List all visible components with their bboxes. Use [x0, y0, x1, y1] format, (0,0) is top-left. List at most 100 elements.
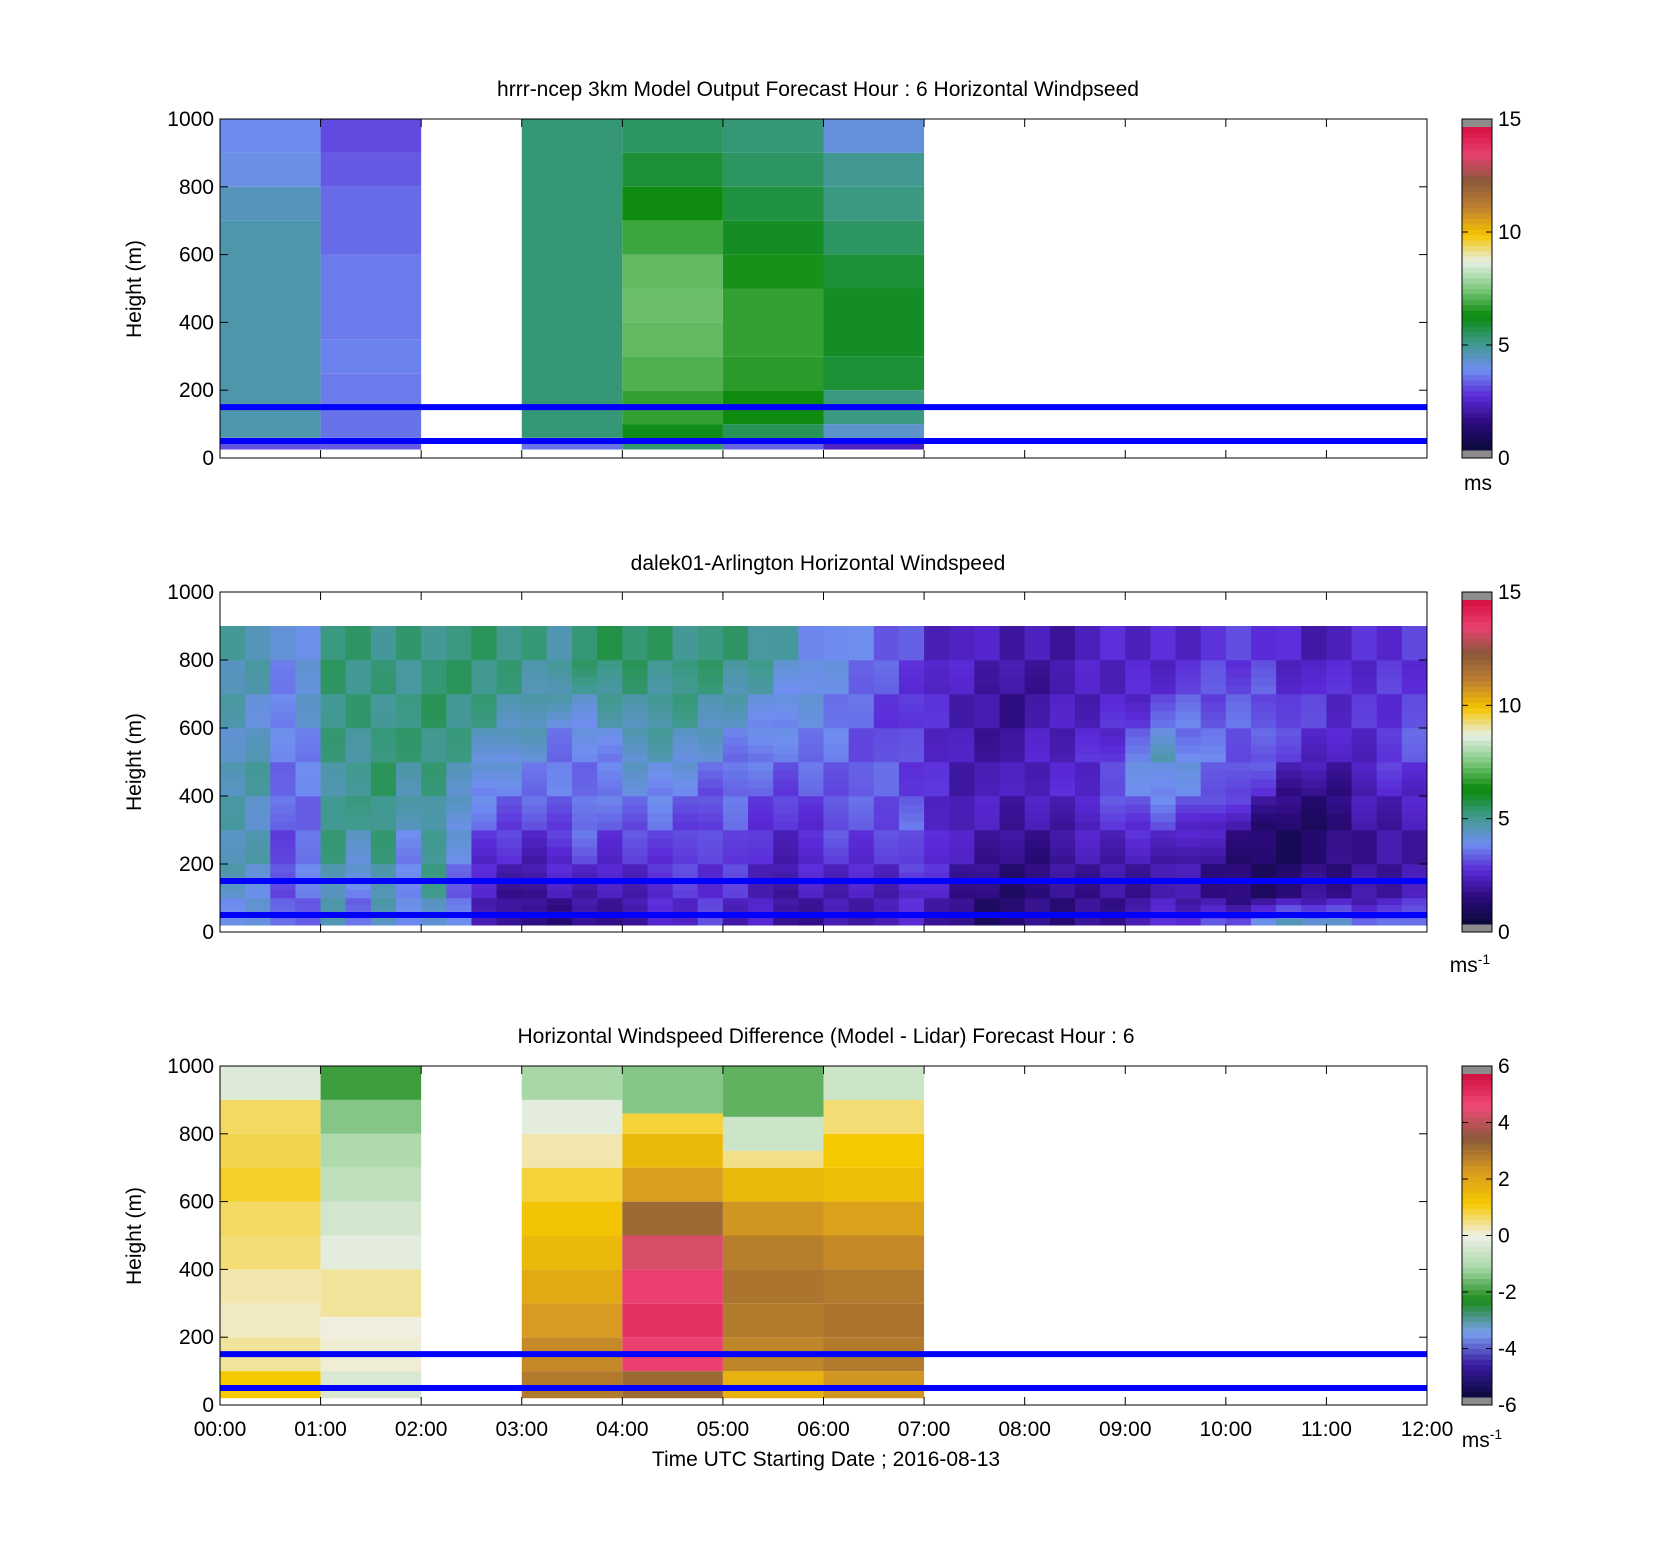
- heatmap-cell: [823, 1371, 925, 1399]
- colorbar-step: [1462, 1143, 1492, 1150]
- heatmap-cell: [295, 745, 321, 754]
- heatmap-cell: [999, 745, 1026, 754]
- y-tick-label: 1000: [167, 581, 214, 604]
- colorbar-step: [1462, 428, 1492, 435]
- heatmap-cell: [446, 830, 472, 839]
- heatmap-cell: [496, 762, 523, 771]
- heatmap-cell: [496, 626, 523, 635]
- heatmap-cell: [1049, 634, 1076, 644]
- heatmap-cell: [672, 660, 699, 669]
- heatmap-cell: [1100, 634, 1126, 644]
- heatmap-cell: [1024, 838, 1051, 848]
- heatmap-cell: [1326, 855, 1352, 865]
- heatmap-cell: [572, 643, 598, 652]
- heatmap-cell: [1125, 694, 1151, 703]
- heatmap-cell: [1401, 830, 1428, 839]
- heatmap-cell: [370, 660, 397, 669]
- heatmap-cell: [220, 838, 246, 848]
- heatmap-cell: [245, 830, 271, 839]
- x-tick-label: 08:00: [998, 1418, 1051, 1441]
- heatmap-cell: [270, 694, 296, 703]
- heatmap-cell: [1225, 889, 1252, 899]
- heatmap-cell: [345, 626, 372, 635]
- heatmap-cell: [1074, 651, 1101, 661]
- heatmap-cell: [1351, 728, 1378, 737]
- heatmap-cell: [295, 847, 321, 856]
- heatmap-cell: [898, 702, 925, 712]
- colorbar-step: [1462, 729, 1492, 736]
- heatmap-cell: [949, 898, 975, 906]
- heatmap-cell: [320, 787, 347, 797]
- heatmap-cell: [295, 804, 321, 814]
- x-tick-label: 04:00: [596, 1418, 649, 1441]
- heatmap-cell: [622, 1235, 723, 1270]
- heatmap-cell: [1326, 838, 1352, 848]
- heatmap-cell: [220, 762, 246, 771]
- heatmap-cell: [1175, 770, 1202, 780]
- heatmap-cell: [1049, 736, 1076, 746]
- heatmap-cell: [1125, 889, 1151, 899]
- heatmap-cell: [848, 736, 875, 746]
- heatmap-cell: [748, 643, 774, 652]
- heatmap-cell: [446, 821, 472, 831]
- heatmap-cell: [245, 847, 271, 856]
- heatmap-cell: [722, 634, 749, 644]
- heatmap-cell: [1351, 898, 1378, 906]
- heatmap-cell: [949, 838, 975, 848]
- colorbar-step: [1462, 794, 1492, 801]
- heatmap-cell: [873, 643, 900, 652]
- heatmap-cell: [446, 685, 472, 695]
- heatmap-cell: [647, 770, 674, 780]
- heatmap-cell: [622, 918, 648, 926]
- heatmap-cell: [1301, 677, 1327, 686]
- heatmap-cell: [1276, 677, 1302, 686]
- heatmap-cell: [446, 736, 472, 746]
- colorbar-tick-label: -6: [1498, 1394, 1517, 1417]
- heatmap-cell: [1326, 898, 1352, 906]
- heatmap-cell: [597, 864, 623, 873]
- heatmap-cell: [697, 668, 724, 678]
- heatmap-cell: [1100, 796, 1126, 805]
- heatmap-cell: [370, 855, 397, 865]
- heatmap-cell: [446, 770, 472, 780]
- heatmap-cell: [974, 677, 1000, 686]
- heatmap-cell: [622, 634, 648, 644]
- heatmap-cell: [1250, 813, 1277, 822]
- heatmap-cell: [220, 1371, 321, 1399]
- heatmap-cell: [295, 821, 321, 831]
- heatmap-cell: [647, 694, 674, 703]
- heatmap-cell: [748, 762, 774, 771]
- heatmap-cell: [1401, 762, 1428, 771]
- heatmap-cell: [622, 796, 648, 805]
- heatmap-cell: [1150, 711, 1176, 720]
- heatmap-cell: [245, 779, 271, 788]
- heatmap-cell: [446, 787, 472, 797]
- heatmap-cell: [1024, 830, 1051, 839]
- colorbar-step: [1462, 207, 1492, 214]
- heatmap-cell: [622, 1303, 723, 1338]
- heatmap-cell: [1301, 889, 1327, 899]
- heatmap-cell: [1376, 830, 1403, 839]
- x-tick-label: 06:00: [797, 1418, 850, 1441]
- colorbar-step: [1462, 1117, 1492, 1123]
- heatmap-cell: [622, 1167, 723, 1202]
- heatmap-cell: [270, 719, 296, 729]
- heatmap-cell: [1326, 889, 1352, 899]
- heatmap-cell: [949, 643, 975, 652]
- heatmap-cell: [546, 634, 573, 644]
- heatmap-cell: [647, 634, 674, 644]
- heatmap-cell: [597, 796, 623, 805]
- colorbar-step: [1462, 1386, 1492, 1393]
- heatmap-cell: [471, 651, 498, 661]
- heatmap-cell: [823, 847, 850, 856]
- heatmap-cell: [1225, 634, 1252, 644]
- heatmap-cell: [697, 918, 724, 926]
- heatmap-cell: [546, 711, 573, 720]
- heatmap-cell: [521, 1201, 623, 1236]
- heatmap-cell: [245, 881, 271, 890]
- heatmap-cell: [1024, 847, 1051, 856]
- heatmap-cell: [1125, 904, 1151, 912]
- heatmap-cell: [773, 694, 799, 703]
- heatmap-cell: [1376, 753, 1403, 763]
- heatmap-cell: [320, 736, 347, 746]
